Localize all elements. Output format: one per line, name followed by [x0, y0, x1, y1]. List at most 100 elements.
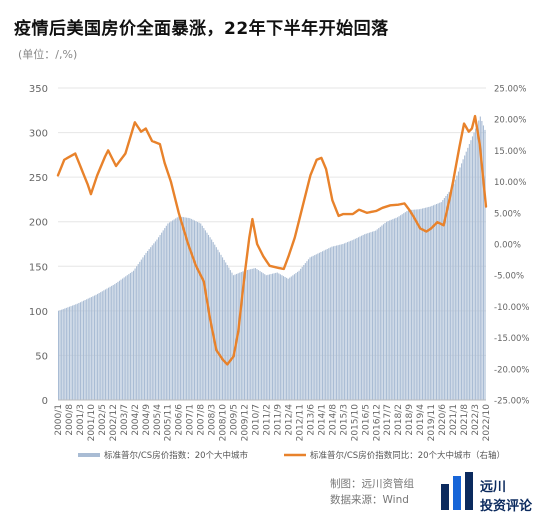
index-bar	[128, 274, 130, 400]
index-bar	[184, 217, 186, 400]
index-bar	[412, 209, 414, 400]
index-bar	[262, 273, 264, 400]
index-bar	[432, 205, 435, 400]
index-bar	[197, 221, 199, 400]
index-bar	[348, 241, 350, 400]
index-bar	[423, 208, 425, 400]
index-bar	[451, 187, 453, 400]
index-bar	[350, 240, 352, 400]
index-bar	[168, 222, 171, 400]
legend-bar-swatch	[78, 453, 100, 457]
index-bar	[336, 245, 338, 400]
index-bar	[189, 218, 191, 400]
index-bar	[389, 220, 391, 400]
index-bar	[481, 120, 483, 400]
x-axis-tick-label: 2002/5	[98, 404, 108, 436]
right-axis-tick-label: -5.00%	[494, 272, 524, 282]
x-axis-tick-label: 2007/8	[197, 404, 207, 436]
index-bar	[475, 128, 477, 400]
left-axis-tick-label: 250	[29, 173, 48, 184]
dual-axis-chart: 0 50 100 150 200 250 300 350 -25.00% -20.00% -15.…	[29, 84, 530, 461]
index-bar	[359, 236, 361, 400]
index-bar	[206, 232, 208, 400]
index-bar	[61, 309, 63, 400]
index-bar	[314, 255, 316, 400]
left-axis-tick-label: 50	[35, 351, 48, 362]
index-bar	[479, 116, 481, 400]
x-axis-tick-label: 2009/5	[230, 404, 240, 436]
index-bar	[156, 239, 158, 400]
index-bar	[437, 203, 439, 400]
index-bar	[120, 279, 122, 400]
index-bar	[326, 248, 328, 400]
index-bar	[67, 307, 69, 400]
x-axis-tick-label: 2001/3	[76, 404, 86, 436]
index-bar	[440, 202, 442, 400]
index-bar	[104, 289, 106, 400]
index-bar	[320, 252, 322, 400]
index-bar	[79, 302, 81, 400]
logo-subtitle: 投资评论	[480, 499, 533, 514]
x-axis-tick-label: 2016/5	[361, 404, 371, 436]
index-bar	[164, 228, 166, 400]
x-axis-tick-label: 2008/10	[219, 404, 229, 442]
x-axis-tick-label: 2007/1	[186, 404, 196, 436]
index-bar	[86, 299, 88, 400]
index-bar	[376, 229, 378, 400]
index-bar	[476, 124, 478, 401]
x-axis-tick-label: 2009/12	[241, 404, 251, 441]
index-bar	[195, 221, 197, 400]
index-bar	[72, 305, 74, 400]
index-bar	[420, 208, 422, 400]
index-bar	[265, 275, 267, 400]
index-bar	[248, 269, 250, 400]
index-bar	[318, 252, 320, 400]
index-bar	[464, 155, 466, 400]
index-bar	[425, 207, 427, 400]
index-bar	[182, 217, 185, 400]
index-bar	[115, 283, 117, 400]
index-bar	[122, 278, 124, 400]
legend: 标准普尔/CS房价指数：20个大中城市 标准普尔/CS房价指数同比：20个大中城市…	[78, 450, 505, 461]
index-bar	[214, 244, 216, 400]
index-bar	[181, 216, 183, 400]
index-bar	[245, 270, 247, 400]
index-bar	[403, 213, 405, 400]
index-bar	[396, 217, 399, 400]
index-bar	[373, 231, 375, 400]
chart-title: 疫情后美国房价全面暴涨，22年下半年开始回落	[14, 19, 389, 39]
index-bar	[346, 242, 349, 400]
index-bar	[273, 273, 275, 400]
index-bar	[379, 226, 381, 400]
credit-text: 制图：远川资管组	[330, 478, 414, 490]
index-bar	[381, 225, 383, 400]
index-bar	[179, 216, 181, 400]
index-bar	[270, 274, 272, 400]
index-bar	[114, 284, 116, 400]
index-bar	[82, 300, 85, 400]
index-bar	[387, 221, 389, 400]
index-bar	[384, 222, 386, 400]
index-bar	[145, 252, 147, 400]
index-bar	[87, 298, 89, 400]
index-bars	[58, 116, 486, 401]
index-bar	[148, 249, 150, 400]
index-bar	[132, 270, 135, 400]
index-bar	[118, 280, 121, 400]
index-bar	[175, 218, 177, 400]
index-bar	[157, 237, 160, 400]
index-bar	[200, 223, 202, 400]
index-bar	[484, 129, 486, 400]
index-bar	[436, 204, 438, 400]
index-bar	[81, 301, 83, 400]
index-bar	[467, 147, 469, 400]
index-bar	[303, 265, 305, 400]
index-bar	[201, 225, 203, 400]
index-bar	[446, 193, 449, 400]
index-bar	[331, 246, 333, 400]
index-bar	[247, 269, 249, 400]
x-axis-tick-label: 2015/3	[339, 404, 349, 436]
index-bar	[64, 308, 66, 400]
index-bar	[340, 244, 342, 400]
index-bar	[109, 286, 111, 400]
